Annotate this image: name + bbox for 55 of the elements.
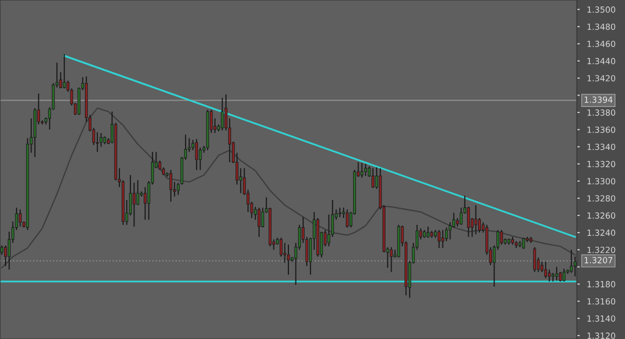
candlestick	[132, 182, 136, 228]
candlestick	[522, 237, 526, 250]
candlestick	[452, 212, 456, 228]
ref-line-label: 1.3394	[584, 96, 612, 103]
y-tick-label: 1.3220	[588, 246, 616, 254]
y-tick-label: 1.3440	[588, 58, 616, 64]
y-tick-label: 1.3160	[588, 298, 616, 305]
candlestick	[220, 97, 224, 132]
candlestick	[96, 132, 99, 152]
y-tick-label: 1.3240	[588, 230, 616, 236]
y-tick-label: 1.3340	[588, 144, 616, 150]
candlestick	[261, 207, 264, 228]
candlestick	[460, 207, 463, 226]
candlestick	[426, 226, 430, 238]
candlestick	[558, 272, 562, 282]
y-tick-label: 1.3360	[588, 126, 616, 133]
y-tick-label: 1.3420	[588, 75, 616, 82]
candlestick	[438, 229, 441, 249]
y-tick-label: 1.3480	[588, 24, 616, 30]
candlestick	[144, 186, 147, 220]
y-tick-label: 1.3180	[588, 281, 616, 288]
y-tick-label: 1.3260	[588, 212, 616, 219]
candlestick	[372, 168, 374, 189]
candlestick	[548, 268, 551, 282]
y-tick-label: 1.3140	[588, 315, 616, 322]
candlestick	[441, 229, 444, 249]
candlestick	[136, 180, 140, 206]
candlestick	[18, 208, 22, 228]
candlestick	[338, 207, 342, 218]
candlestick	[555, 266, 558, 282]
candlestick	[346, 208, 349, 228]
y-tick-label: 1.3380	[588, 109, 616, 116]
candlestick	[62, 54, 66, 89]
candlestick	[364, 163, 368, 176]
candlestick	[195, 138, 198, 170]
y-tick-label: 1.3300	[588, 178, 616, 184]
y-tick-label: 1.3120	[588, 332, 616, 339]
candlestick	[0, 244, 4, 256]
candlestick	[570, 249, 573, 274]
candlestick	[390, 246, 393, 273]
candlestick	[500, 229, 503, 246]
y-tick-label: 1.3460	[588, 40, 616, 48]
candlestick	[169, 169, 172, 202]
ref-line-label: 1.3207	[584, 257, 612, 264]
candlestick	[533, 246, 536, 273]
candlestick	[8, 231, 11, 270]
candlestick	[474, 204, 478, 235]
y-tick-label: 1.3500	[588, 6, 616, 13]
candlestick	[360, 162, 364, 178]
candlestick	[258, 207, 260, 238]
y-tick-label: 1.3320	[588, 160, 616, 168]
candlestick	[544, 261, 548, 279]
y-tick-label: 1.3280	[588, 195, 616, 202]
candlestick	[287, 244, 290, 276]
candlestick	[562, 268, 566, 282]
